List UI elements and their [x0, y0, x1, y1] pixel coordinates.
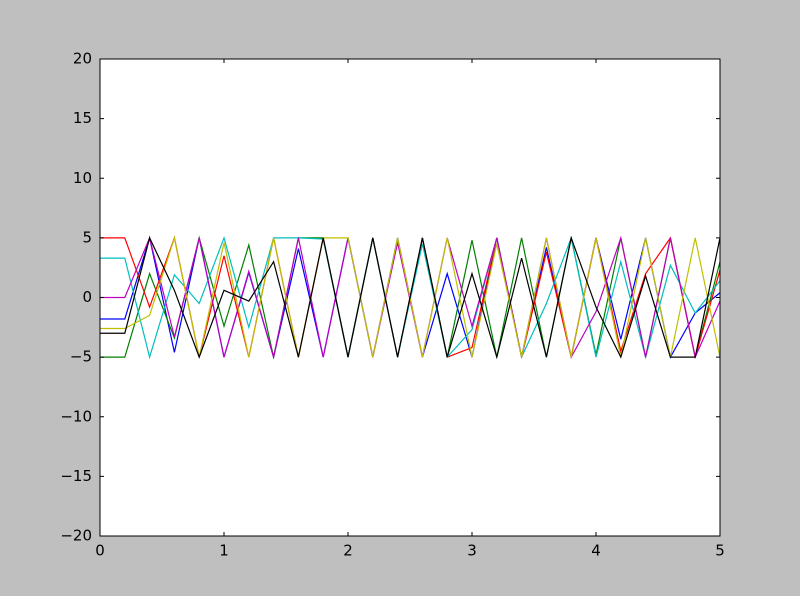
y-tick-label: −10: [60, 407, 92, 425]
x-tick-label: 5: [715, 542, 725, 560]
y-tick-label: 20: [73, 50, 92, 68]
y-tick-label: 5: [82, 228, 92, 246]
y-tick-label: −15: [60, 467, 92, 485]
y-tick-label: 15: [73, 109, 92, 127]
y-tick-label: −20: [60, 527, 92, 545]
y-tick-label: 0: [82, 288, 92, 306]
x-tick-label: 3: [467, 542, 477, 560]
x-tick-label: 4: [591, 542, 601, 560]
x-tick-label: 1: [219, 542, 229, 560]
x-tick-label: 0: [95, 542, 105, 560]
x-tick-label: 2: [343, 542, 353, 560]
y-tick-label: 10: [73, 169, 92, 187]
data-line: [100, 235, 721, 360]
y-tick-label: −5: [70, 348, 92, 366]
